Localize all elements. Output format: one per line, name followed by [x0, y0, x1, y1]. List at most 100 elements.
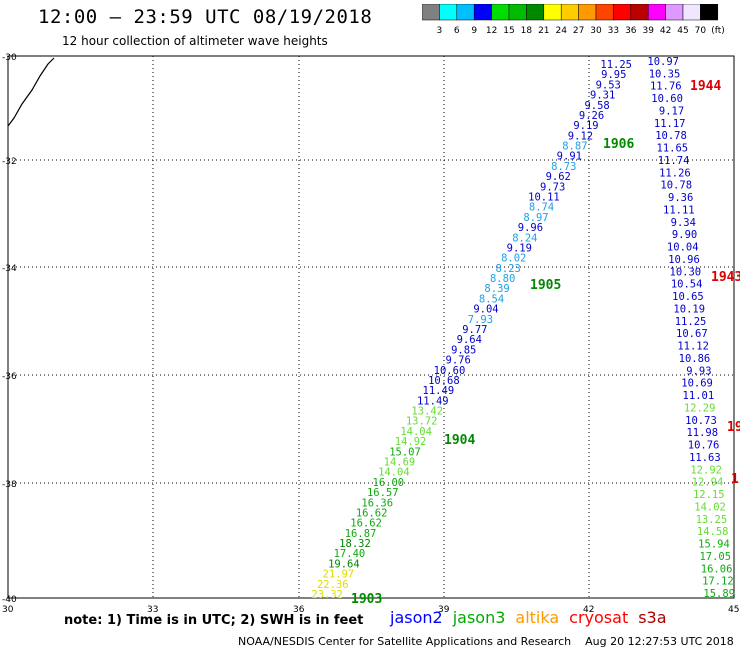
lon-tick-label: 39 — [438, 605, 450, 615]
swh-value: 9.53 — [596, 79, 621, 91]
swh-value: 12.92 — [690, 464, 722, 476]
swh-value: 15.07 — [389, 446, 421, 458]
color-scale-legend: 3 6 9 12 15 18 21 24 27 30 33 36 39 42 45 70 (ft) — [422, 4, 725, 36]
lat-tick-label: -38 — [2, 480, 17, 490]
lat-lon-grid — [8, 56, 734, 598]
swh-value: 15.94 — [698, 539, 730, 551]
swh-value: 10.97 — [647, 56, 679, 68]
track-time-labels: 1903 1904 1905 1906 1944 1943 19 1 — [351, 79, 740, 607]
map-title: 12:00 — 23:59 UTC 08/19/2018 — [38, 6, 373, 28]
swh-value: 14.92 — [395, 436, 427, 448]
swh-value: 10.30 — [670, 266, 702, 278]
satellite-jason2: jason2 — [390, 608, 443, 627]
swh-value: 13.42 — [411, 406, 443, 418]
colorbar-tick-label: 42 — [660, 26, 671, 36]
swh-value: 10.11 — [528, 192, 560, 204]
swh-value: 16.00 — [373, 477, 405, 489]
swh-value: 14.04 — [400, 426, 432, 438]
swh-value: 10.35 — [649, 68, 681, 80]
swh-value: 9.77 — [462, 324, 487, 336]
swh-value: 9.64 — [457, 334, 482, 346]
swh-value: 8.97 — [523, 212, 548, 224]
swh-value: 9.62 — [546, 171, 571, 183]
colorbar-tick-label: 18 — [521, 26, 533, 36]
swh-value: 11.65 — [657, 143, 689, 155]
satellite-altika: altika — [515, 608, 560, 627]
swh-value: 13.25 — [696, 514, 728, 526]
swh-value: 10.86 — [679, 353, 711, 365]
track-label-1944: 1944 — [690, 79, 721, 94]
swh-value: 8.54 — [479, 293, 504, 305]
colorbar-tick-label: 33 — [608, 26, 619, 36]
swh-value: 16.57 — [367, 487, 399, 499]
colorbar-tick-label: 39 — [642, 26, 654, 36]
swh-value: 10.96 — [668, 254, 700, 266]
swh-value: 16.62 — [350, 518, 382, 530]
swh-value: 10.73 — [685, 415, 717, 427]
swh-value: 10.60 — [651, 93, 683, 105]
swh-value: 17.05 — [699, 551, 731, 563]
swh-value: 15.89 — [703, 588, 735, 600]
map-subtitle: 12 hour collection of altimeter wave hei… — [62, 34, 328, 48]
swh-value: 11.25 — [600, 59, 632, 71]
swh-value: 11.74 — [658, 155, 690, 167]
lat-tick-label: -34 — [2, 264, 17, 274]
swh-value: 12.29 — [684, 402, 716, 414]
lat-tick-label: -30 — [2, 53, 17, 63]
satellite-jason3: jason3 — [452, 608, 506, 627]
lat-tick-label: -32 — [2, 157, 17, 167]
swh-value: 8.80 — [490, 273, 515, 285]
swh-value: 10.78 — [655, 130, 687, 142]
track-label-19: 19 — [727, 420, 740, 435]
colorbar-tick-label: 3 — [437, 26, 443, 36]
lon-tick-label: 33 — [147, 605, 158, 615]
swh-value: 11.11 — [663, 204, 695, 216]
swh-value: 8.24 — [512, 232, 537, 244]
swh-value: 10.60 — [434, 365, 466, 377]
swh-value: 8.39 — [484, 283, 509, 295]
swh-value: 17.40 — [334, 548, 366, 560]
lat-tick-label: -40 — [2, 595, 17, 605]
swh-value: 19.64 — [328, 558, 360, 570]
colorbar-tick-label: 6 — [454, 26, 460, 36]
swh-value: 9.93 — [686, 365, 711, 377]
swh-value: 12.94 — [692, 477, 724, 489]
swh-value: 8.73 — [551, 161, 576, 173]
swh-value: 10.78 — [660, 180, 692, 192]
colorbar-tick-label: 70 — [695, 26, 707, 36]
credit-text: NOAA/NESDIS Center for Satellite Applica… — [238, 635, 572, 648]
lon-tick-label: 36 — [293, 605, 305, 615]
swh-value: 8.02 — [501, 253, 526, 265]
swh-value: 10.69 — [681, 378, 713, 390]
swh-value: 13.72 — [406, 416, 438, 428]
pass-1903-1906: 11.259.959.539.319.589.269.199.128.879.9… — [311, 59, 632, 601]
swh-value: 11.17 — [654, 118, 686, 130]
swh-value: 21.97 — [323, 569, 355, 581]
swh-value: 9.91 — [557, 151, 582, 163]
swh-value: 10.19 — [673, 303, 705, 315]
colorbar-tick-label: 27 — [573, 26, 584, 36]
swh-value: 14.58 — [697, 526, 729, 538]
swh-value: 9.95 — [601, 69, 626, 81]
swh-value: 11.98 — [686, 427, 718, 439]
swh-value: 16.87 — [345, 528, 377, 540]
lon-tick-label: 42 — [583, 605, 594, 615]
swh-value: 14.04 — [378, 467, 410, 479]
swh-value: 10.54 — [671, 279, 703, 291]
colorbar-swatch — [700, 4, 719, 21]
lat-tick-label: -36 — [2, 372, 17, 382]
colorbar-tick-label: 9 — [471, 26, 477, 36]
colorbar-tick-label: 30 — [590, 26, 602, 36]
swh-value: 11.26 — [659, 167, 691, 179]
swh-value: 17.12 — [702, 576, 734, 588]
swh-value: 9.85 — [451, 344, 476, 356]
swh-value: 23.32 — [311, 589, 343, 601]
swh-value: 9.34 — [671, 217, 696, 229]
swh-value: 11.63 — [689, 452, 721, 464]
swh-value: 9.31 — [590, 90, 615, 102]
swh-value: 11.49 — [417, 395, 449, 407]
swh-value: 16.06 — [701, 563, 733, 575]
swh-value: 10.76 — [688, 440, 720, 452]
